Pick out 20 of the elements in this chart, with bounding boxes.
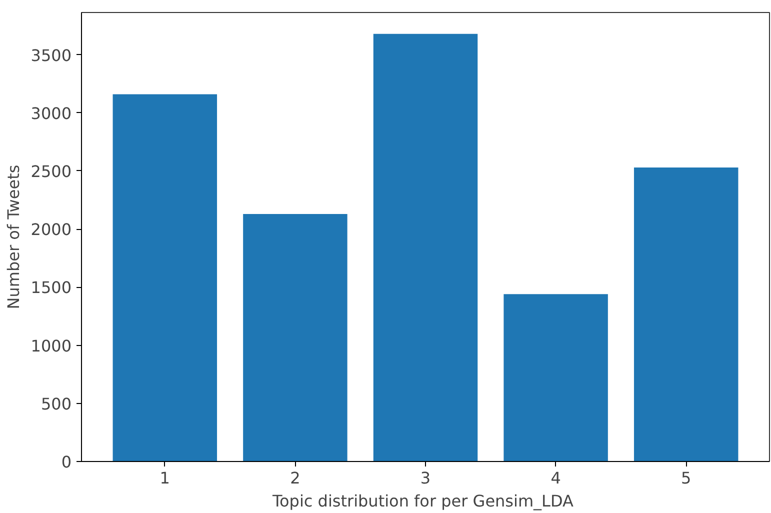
y-tick-label: 1000 <box>30 336 72 356</box>
x-tick-label: 5 <box>681 468 692 488</box>
x-tick-label: 4 <box>550 468 561 488</box>
bar <box>373 34 478 462</box>
bar <box>504 294 608 462</box>
y-tick-label: 3000 <box>30 104 72 123</box>
x-tick-label: 1 <box>160 468 170 488</box>
y-tick-label: 3500 <box>30 46 72 65</box>
y-tick-label: 500 <box>40 394 72 414</box>
y-tick-label: 2000 <box>30 220 72 240</box>
bar <box>634 168 738 462</box>
y-tick-label: 2500 <box>30 162 72 181</box>
bar <box>243 214 348 462</box>
x-tick-label: 3 <box>420 468 431 488</box>
bar <box>112 94 218 462</box>
y-tick-label: 0 <box>61 452 72 472</box>
x-axis-title: Topic distribution for per Gensim_LDA <box>271 492 574 510</box>
y-tick-label: 1500 <box>30 278 72 298</box>
y-axis-title: Number of Tweets <box>4 164 23 310</box>
x-tick-label: 2 <box>290 468 300 488</box>
